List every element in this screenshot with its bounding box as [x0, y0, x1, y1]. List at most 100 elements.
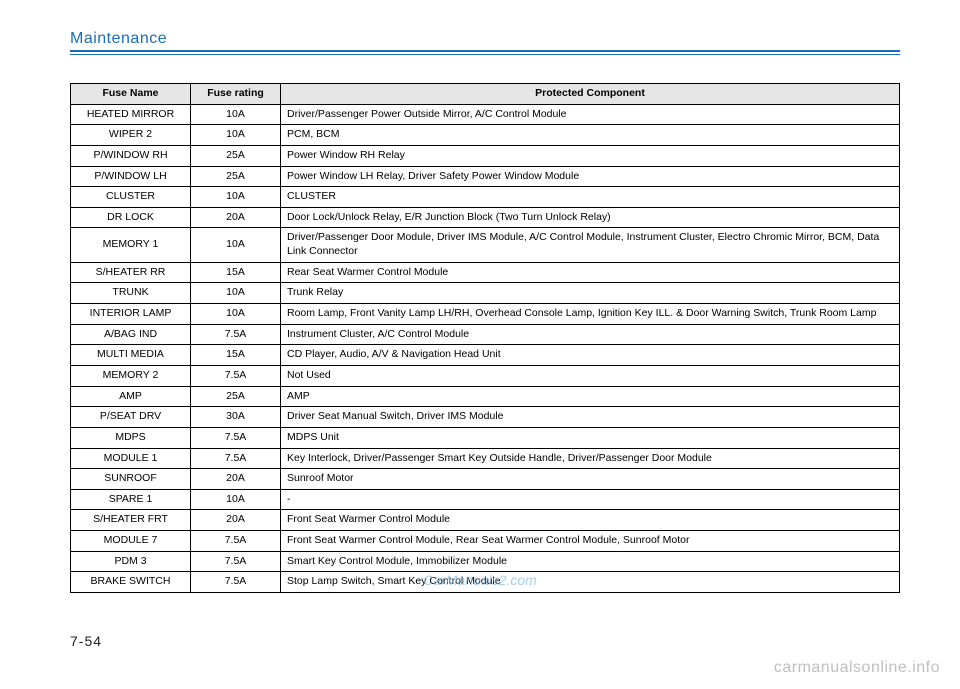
cell-fuse-name: A/BAG IND	[71, 324, 191, 345]
cell-protected-component: Key Interlock, Driver/Passenger Smart Ke…	[281, 448, 900, 469]
cell-protected-component: CLUSTER	[281, 187, 900, 208]
cell-fuse-rating: 10A	[191, 304, 281, 325]
table-row: MULTI MEDIA15ACD Player, Audio, A/V & Na…	[71, 345, 900, 366]
cell-fuse-name: MULTI MEDIA	[71, 345, 191, 366]
cell-fuse-rating: 15A	[191, 345, 281, 366]
cell-fuse-rating: 25A	[191, 145, 281, 166]
cell-fuse-name: INTERIOR LAMP	[71, 304, 191, 325]
page-header: Maintenance	[70, 30, 900, 55]
cell-fuse-rating: 7.5A	[191, 427, 281, 448]
table-row: P/WINDOW RH25APower Window RH Relay	[71, 145, 900, 166]
cell-fuse-rating: 10A	[191, 228, 281, 262]
table-row: CLUSTER10ACLUSTER	[71, 187, 900, 208]
cell-fuse-name: P/WINDOW RH	[71, 145, 191, 166]
cell-protected-component: MDPS Unit	[281, 427, 900, 448]
cell-fuse-rating: 7.5A	[191, 531, 281, 552]
cell-fuse-name: DR LOCK	[71, 207, 191, 228]
cell-fuse-name: SPARE 1	[71, 489, 191, 510]
cell-fuse-rating: 10A	[191, 187, 281, 208]
cell-protected-component: Smart Key Control Module, Immobilizer Mo…	[281, 551, 900, 572]
cell-fuse-rating: 15A	[191, 262, 281, 283]
cell-fuse-rating: 7.5A	[191, 324, 281, 345]
cell-fuse-name: WIPER 2	[71, 125, 191, 146]
cell-protected-component: Rear Seat Warmer Control Module	[281, 262, 900, 283]
cell-fuse-name: CLUSTER	[71, 187, 191, 208]
table-row: S/HEATER RR15ARear Seat Warmer Control M…	[71, 262, 900, 283]
cell-fuse-name: HEATED MIRROR	[71, 104, 191, 125]
cell-fuse-name: MEMORY 1	[71, 228, 191, 262]
cell-fuse-name: MODULE 1	[71, 448, 191, 469]
cell-fuse-rating: 10A	[191, 283, 281, 304]
table-row: S/HEATER FRT20AFront Seat Warmer Control…	[71, 510, 900, 531]
cell-fuse-rating: 20A	[191, 469, 281, 490]
table-row: A/BAG IND7.5AInstrument Cluster, A/C Con…	[71, 324, 900, 345]
col-header-fuse-rating: Fuse rating	[191, 84, 281, 105]
cell-fuse-rating: 20A	[191, 510, 281, 531]
cell-protected-component: Driver/Passenger Door Module, Driver IMS…	[281, 228, 900, 262]
cell-protected-component: Front Seat Warmer Control Module, Rear S…	[281, 531, 900, 552]
table-row: PDM 37.5ASmart Key Control Module, Immob…	[71, 551, 900, 572]
cell-fuse-name: MEMORY 2	[71, 365, 191, 386]
table-row: P/SEAT DRV30ADriver Seat Manual Switch, …	[71, 407, 900, 428]
col-header-protected-component: Protected Component	[281, 84, 900, 105]
cell-fuse-name: PDM 3	[71, 551, 191, 572]
table-row: BRAKE SWITCH7.5AStop Lamp Switch, Smart …	[71, 572, 900, 593]
table-row: MEMORY 110ADriver/Passenger Door Module,…	[71, 228, 900, 262]
table-header-row: Fuse Name Fuse rating Protected Componen…	[71, 84, 900, 105]
cell-protected-component: Front Seat Warmer Control Module	[281, 510, 900, 531]
cell-fuse-name: P/WINDOW LH	[71, 166, 191, 187]
cell-protected-component: Door Lock/Unlock Relay, E/R Junction Blo…	[281, 207, 900, 228]
watermark-corner: carmanualsonline.info	[774, 659, 940, 677]
page-number: 7-54	[70, 633, 102, 649]
table-row: SPARE 110A-	[71, 489, 900, 510]
cell-fuse-rating: 10A	[191, 489, 281, 510]
cell-fuse-name: BRAKE SWITCH	[71, 572, 191, 593]
table-row: HEATED MIRROR10ADriver/Passenger Power O…	[71, 104, 900, 125]
cell-fuse-name: MODULE 7	[71, 531, 191, 552]
cell-fuse-name: S/HEATER FRT	[71, 510, 191, 531]
table-row: P/WINDOW LH25APower Window LH Relay, Dri…	[71, 166, 900, 187]
cell-protected-component: Driver/Passenger Power Outside Mirror, A…	[281, 104, 900, 125]
cell-protected-component: Sunroof Motor	[281, 469, 900, 490]
fuse-table: Fuse Name Fuse rating Protected Componen…	[70, 83, 900, 593]
cell-fuse-rating: 7.5A	[191, 572, 281, 593]
table-row: MODULE 77.5AFront Seat Warmer Control Mo…	[71, 531, 900, 552]
cell-fuse-name: P/SEAT DRV	[71, 407, 191, 428]
cell-fuse-rating: 7.5A	[191, 551, 281, 572]
cell-fuse-name: AMP	[71, 386, 191, 407]
cell-fuse-rating: 25A	[191, 166, 281, 187]
table-row: MDPS7.5AMDPS Unit	[71, 427, 900, 448]
table-row: MEMORY 27.5ANot Used	[71, 365, 900, 386]
cell-fuse-rating: 7.5A	[191, 365, 281, 386]
table-row: AMP25AAMP	[71, 386, 900, 407]
table-row: INTERIOR LAMP10ARoom Lamp, Front Vanity …	[71, 304, 900, 325]
cell-fuse-rating: 25A	[191, 386, 281, 407]
col-header-fuse-name: Fuse Name	[71, 84, 191, 105]
cell-protected-component: Trunk Relay	[281, 283, 900, 304]
table-row: SUNROOF20ASunroof Motor	[71, 469, 900, 490]
cell-fuse-rating: 10A	[191, 104, 281, 125]
cell-protected-component: Power Window LH Relay, Driver Safety Pow…	[281, 166, 900, 187]
cell-protected-component: Room Lamp, Front Vanity Lamp LH/RH, Over…	[281, 304, 900, 325]
cell-protected-component: Instrument Cluster, A/C Control Module	[281, 324, 900, 345]
cell-protected-component: Stop Lamp Switch, Smart Key Control Modu…	[281, 572, 900, 593]
cell-protected-component: -	[281, 489, 900, 510]
header-rule-thick	[70, 50, 900, 52]
cell-fuse-name: SUNROOF	[71, 469, 191, 490]
cell-fuse-name: MDPS	[71, 427, 191, 448]
table-row: MODULE 17.5AKey Interlock, Driver/Passen…	[71, 448, 900, 469]
cell-protected-component: PCM, BCM	[281, 125, 900, 146]
section-title: Maintenance	[70, 30, 167, 47]
table-row: TRUNK10ATrunk Relay	[71, 283, 900, 304]
table-row: DR LOCK20ADoor Lock/Unlock Relay, E/R Ju…	[71, 207, 900, 228]
cell-protected-component: CD Player, Audio, A/V & Navigation Head …	[281, 345, 900, 366]
table-row: WIPER 210APCM, BCM	[71, 125, 900, 146]
header-rule-thin	[70, 54, 900, 55]
cell-fuse-rating: 10A	[191, 125, 281, 146]
cell-protected-component: Driver Seat Manual Switch, Driver IMS Mo…	[281, 407, 900, 428]
cell-protected-component: AMP	[281, 386, 900, 407]
cell-protected-component: Power Window RH Relay	[281, 145, 900, 166]
cell-fuse-rating: 20A	[191, 207, 281, 228]
cell-fuse-rating: 30A	[191, 407, 281, 428]
cell-protected-component: Not Used	[281, 365, 900, 386]
